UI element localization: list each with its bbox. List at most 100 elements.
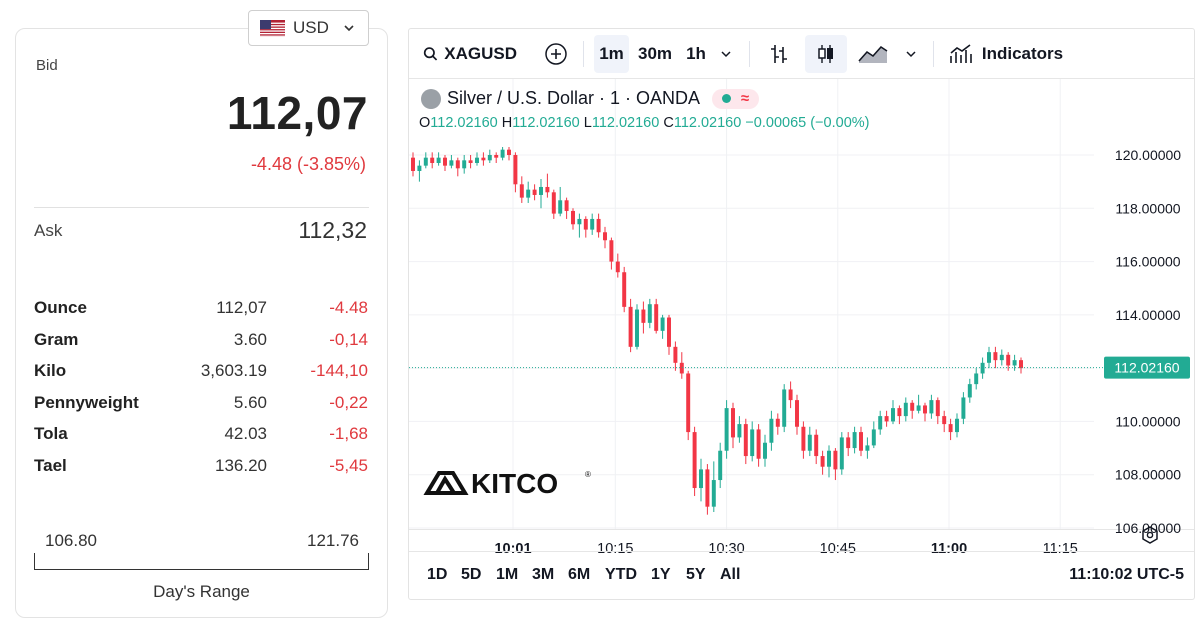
candle-body — [443, 157, 447, 166]
candle-body — [654, 304, 659, 331]
candle — [1006, 352, 1011, 371]
bid-label: Bid — [36, 57, 58, 74]
candle — [852, 426, 857, 454]
symbol-search-button[interactable]: XAGUSD — [417, 35, 517, 73]
candle — [980, 357, 985, 379]
candle — [641, 301, 646, 334]
y-tick-label: 118.00000 — [1115, 200, 1180, 216]
candle-body — [827, 450, 831, 467]
candle-body — [500, 149, 505, 158]
candle — [1012, 354, 1017, 371]
candle — [411, 152, 415, 177]
interval-dropdown[interactable] — [715, 35, 737, 73]
range-5d[interactable]: 5D — [461, 566, 482, 583]
candle — [526, 181, 531, 203]
candle-body — [513, 155, 518, 185]
range-bar: 1D 5D 1M 3M 6M YTD 1Y 5Y All 11:10:02 UT… — [409, 551, 1194, 599]
candle — [795, 394, 799, 435]
candle-body — [436, 157, 441, 163]
indicators-icon — [950, 44, 972, 63]
range-1y[interactable]: 1Y — [651, 566, 671, 583]
candle — [884, 410, 889, 427]
candle — [667, 314, 671, 355]
candle-body — [705, 469, 710, 507]
close-value: 112.02160 — [673, 115, 742, 131]
chevron-down-icon — [344, 25, 354, 32]
price-chart[interactable]: 112.02160 120.00000 118.00000 116.00000 114.… — [409, 79, 1195, 553]
candle — [711, 461, 716, 513]
candle — [519, 176, 524, 203]
range-1m[interactable]: 1M — [496, 566, 519, 583]
interval-1h[interactable]: 1h — [686, 44, 706, 63]
candle — [865, 437, 870, 459]
candle — [782, 384, 787, 433]
candle-body — [571, 210, 575, 225]
candle — [814, 429, 819, 465]
candle — [475, 152, 479, 166]
candle-body — [660, 317, 665, 331]
interval-1m[interactable]: 1m — [594, 35, 629, 73]
candle-body — [871, 429, 876, 446]
range-5y[interactable]: 5Y — [686, 566, 706, 583]
candle — [635, 304, 639, 350]
candle-body — [532, 189, 537, 195]
ohlc-bars-icon — [771, 45, 787, 63]
x-tick-label: 10:01 — [494, 541, 531, 553]
currency-select[interactable]: USD — [248, 10, 369, 46]
candle — [801, 421, 806, 459]
candle-body — [449, 160, 454, 166]
plus-circle-icon — [545, 43, 567, 65]
delay-wave-icon: ≈ — [740, 90, 750, 107]
candle-body — [763, 442, 767, 459]
indicators-button[interactable]: Indicators — [945, 35, 1067, 73]
high-value: 112.02160 — [512, 115, 580, 131]
candle-body — [545, 186, 550, 193]
candle-body — [577, 218, 582, 225]
candle-body — [692, 432, 697, 489]
unit-name: Tael — [34, 455, 67, 475]
interval-30m[interactable]: 30m — [637, 44, 673, 63]
candle — [462, 155, 467, 174]
chart-type-dropdown[interactable] — [901, 35, 921, 73]
candle-body — [865, 445, 870, 451]
range-6m[interactable]: 6M — [568, 566, 591, 583]
indicators-label: Indicators — [981, 44, 1064, 63]
range-1d[interactable]: 1D — [427, 566, 448, 583]
candle — [878, 410, 883, 435]
x-tick-label: 11:15 — [1043, 541, 1078, 553]
day-range-high: 121.76 — [307, 531, 359, 550]
candle — [929, 394, 934, 419]
ask-price: 112,32 — [298, 217, 367, 243]
compare-add-button[interactable] — [541, 35, 571, 73]
search-icon — [423, 47, 438, 61]
candle — [679, 352, 684, 379]
high-label: H — [501, 115, 513, 131]
unit-change: -4.48 — [329, 298, 368, 317]
range-ytd[interactable]: YTD — [605, 566, 637, 583]
candle — [763, 434, 767, 467]
candle — [686, 370, 691, 441]
candle-body — [750, 429, 755, 457]
candle — [545, 173, 550, 198]
candle-body — [833, 450, 838, 470]
candle-body — [507, 149, 511, 155]
candle-body — [1019, 360, 1023, 369]
unit-price: 112,07 — [216, 298, 267, 317]
candlestick-icon — [818, 45, 833, 63]
candle-body — [423, 157, 428, 166]
candle-body — [775, 418, 780, 427]
candle-body — [487, 155, 492, 161]
range-3m[interactable]: 3M — [532, 566, 555, 583]
candle — [724, 400, 729, 459]
toolbar-separator — [933, 41, 934, 67]
candle — [788, 381, 793, 409]
candle — [436, 152, 441, 166]
area-style-button[interactable] — [855, 35, 891, 73]
bar-style-button[interactable] — [761, 35, 797, 73]
candle-style-button[interactable] — [805, 35, 847, 73]
candle-body — [417, 165, 422, 171]
candle-body — [628, 306, 633, 347]
settings-gear-icon[interactable] — [1142, 526, 1158, 544]
candle — [487, 149, 492, 163]
range-all[interactable]: All — [720, 566, 741, 583]
